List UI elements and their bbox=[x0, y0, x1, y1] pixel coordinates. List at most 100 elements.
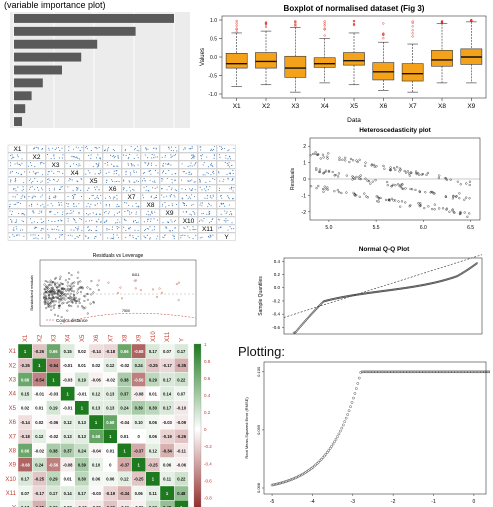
heatmap-value: 0.13 bbox=[78, 434, 87, 439]
point bbox=[154, 156, 156, 158]
point bbox=[105, 210, 107, 213]
y-axis-label: Standardized residuals bbox=[30, 275, 34, 311]
heatmap-value: -0.19 bbox=[162, 434, 172, 439]
point bbox=[124, 150, 126, 152]
point bbox=[31, 186, 33, 188]
cell-points bbox=[27, 162, 45, 168]
cell-points bbox=[85, 234, 102, 239]
point bbox=[113, 150, 115, 152]
point bbox=[326, 188, 329, 191]
point bbox=[327, 449, 331, 452]
point bbox=[84, 306, 87, 309]
point bbox=[47, 173, 49, 175]
point bbox=[227, 229, 229, 231]
point bbox=[154, 187, 156, 189]
point bbox=[231, 164, 233, 166]
matrix-cell bbox=[26, 184, 46, 193]
point bbox=[459, 210, 462, 214]
point bbox=[70, 296, 73, 299]
point bbox=[73, 148, 75, 150]
point bbox=[71, 179, 73, 181]
point bbox=[203, 162, 205, 164]
residual-band bbox=[309, 151, 472, 187]
point bbox=[427, 205, 430, 208]
point bbox=[95, 236, 97, 238]
point bbox=[184, 203, 186, 205]
point bbox=[35, 146, 38, 148]
point bbox=[105, 197, 107, 199]
point bbox=[182, 211, 184, 213]
point bbox=[54, 283, 56, 286]
point bbox=[315, 167, 318, 170]
point bbox=[210, 164, 212, 166]
point bbox=[210, 148, 212, 150]
y-axis-label: Values bbox=[200, 48, 206, 66]
point bbox=[68, 203, 70, 205]
point bbox=[42, 228, 44, 230]
point bbox=[125, 154, 127, 157]
column-label: X6 bbox=[94, 334, 100, 342]
point bbox=[56, 180, 58, 182]
point bbox=[170, 156, 172, 158]
point bbox=[73, 194, 75, 196]
cell-points bbox=[182, 171, 193, 176]
point bbox=[165, 226, 167, 228]
cell-points bbox=[47, 226, 64, 232]
point bbox=[170, 149, 172, 151]
point bbox=[12, 196, 14, 198]
point bbox=[56, 286, 59, 289]
point bbox=[48, 290, 51, 293]
heatmap-cell bbox=[145, 499, 161, 507]
point bbox=[171, 155, 173, 157]
point bbox=[221, 148, 223, 151]
point bbox=[59, 236, 61, 238]
point bbox=[92, 291, 95, 294]
point bbox=[48, 297, 51, 299]
point bbox=[114, 181, 116, 183]
variable-label: X9 bbox=[166, 210, 174, 217]
point bbox=[115, 172, 117, 175]
point bbox=[94, 236, 96, 238]
cell-points bbox=[105, 194, 118, 200]
point bbox=[322, 172, 325, 175]
point bbox=[301, 472, 304, 476]
point bbox=[86, 148, 88, 150]
point bbox=[153, 180, 155, 182]
point bbox=[77, 282, 80, 285]
point bbox=[149, 237, 151, 239]
point bbox=[75, 221, 77, 223]
point bbox=[37, 221, 39, 224]
point bbox=[106, 150, 108, 152]
point bbox=[358, 158, 361, 161]
box-body bbox=[431, 50, 453, 67]
cell-points bbox=[123, 226, 139, 232]
box-outlier bbox=[323, 24, 326, 27]
point bbox=[104, 149, 106, 151]
point bbox=[231, 228, 233, 230]
point bbox=[74, 157, 76, 159]
y-tick-label: -0.4 bbox=[272, 312, 280, 317]
point bbox=[9, 165, 12, 167]
point bbox=[439, 370, 442, 374]
point bbox=[112, 155, 114, 158]
point bbox=[94, 146, 96, 149]
point bbox=[162, 170, 164, 173]
point bbox=[223, 202, 225, 204]
y-tick-label: 0.2 bbox=[274, 272, 281, 277]
point bbox=[54, 295, 57, 298]
point bbox=[55, 300, 57, 303]
point bbox=[66, 297, 69, 300]
point bbox=[167, 164, 169, 166]
point bbox=[40, 205, 42, 207]
point bbox=[16, 194, 18, 196]
annotation-label: 7544 bbox=[72, 299, 80, 303]
point bbox=[221, 197, 223, 199]
point bbox=[160, 291, 163, 294]
point bbox=[54, 149, 56, 151]
heatmap-value: 0.14 bbox=[163, 392, 172, 397]
point bbox=[190, 162, 192, 164]
matrix-cell bbox=[64, 232, 84, 241]
point bbox=[137, 235, 139, 237]
point bbox=[193, 157, 195, 159]
point bbox=[144, 229, 147, 231]
